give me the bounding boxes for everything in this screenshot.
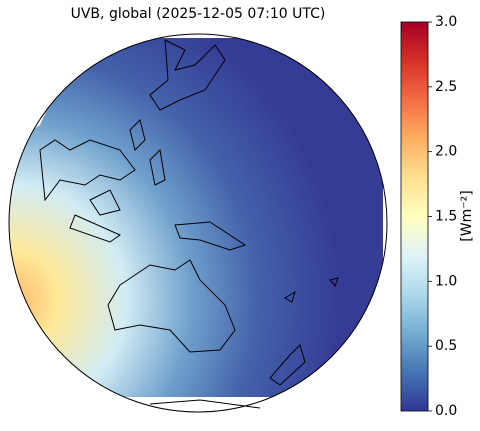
colorbar-tick-label: 2.0 <box>435 144 457 160</box>
colorbar-tick-label: 3.0 <box>435 14 457 30</box>
colorbar-tick-label: 0.5 <box>435 338 457 354</box>
colorbar <box>400 21 429 412</box>
colorbar-label: [Wm⁻²] <box>459 190 475 241</box>
globe-outline <box>8 33 388 413</box>
colorbar-tick-label: 1.0 <box>435 273 457 289</box>
colorbar-tick-label: 0.0 <box>435 403 457 419</box>
colorbar-tick-label: 1.5 <box>435 209 457 225</box>
map-title: UVB, global (2025-12-05 07:10 UTC) <box>71 6 326 22</box>
colorbar-tick-label: 2.5 <box>435 79 457 95</box>
coastlines <box>39 39 339 409</box>
uvb-field <box>9 38 383 397</box>
uvb-data <box>9 38 383 397</box>
